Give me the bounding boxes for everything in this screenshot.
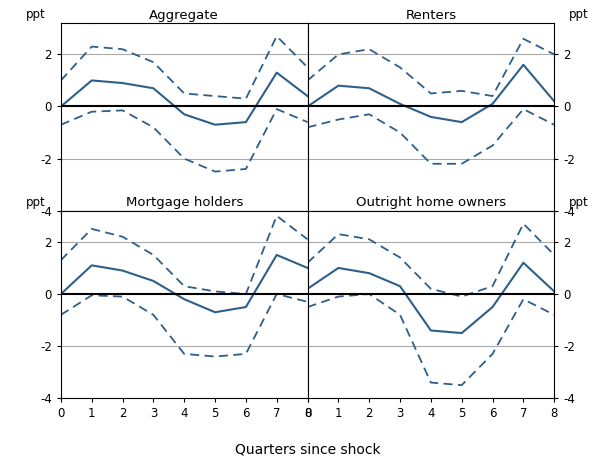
Text: ppt: ppt — [569, 8, 589, 21]
Text: Quarters since shock: Quarters since shock — [234, 443, 381, 457]
Text: ppt: ppt — [569, 196, 589, 209]
Title: Renters: Renters — [406, 9, 456, 22]
Text: ppt: ppt — [26, 8, 46, 21]
Title: Aggregate: Aggregate — [149, 9, 219, 22]
Title: Outright home owners: Outright home owners — [356, 196, 506, 209]
Title: Mortgage holders: Mortgage holders — [125, 196, 243, 209]
Text: ppt: ppt — [26, 196, 46, 209]
